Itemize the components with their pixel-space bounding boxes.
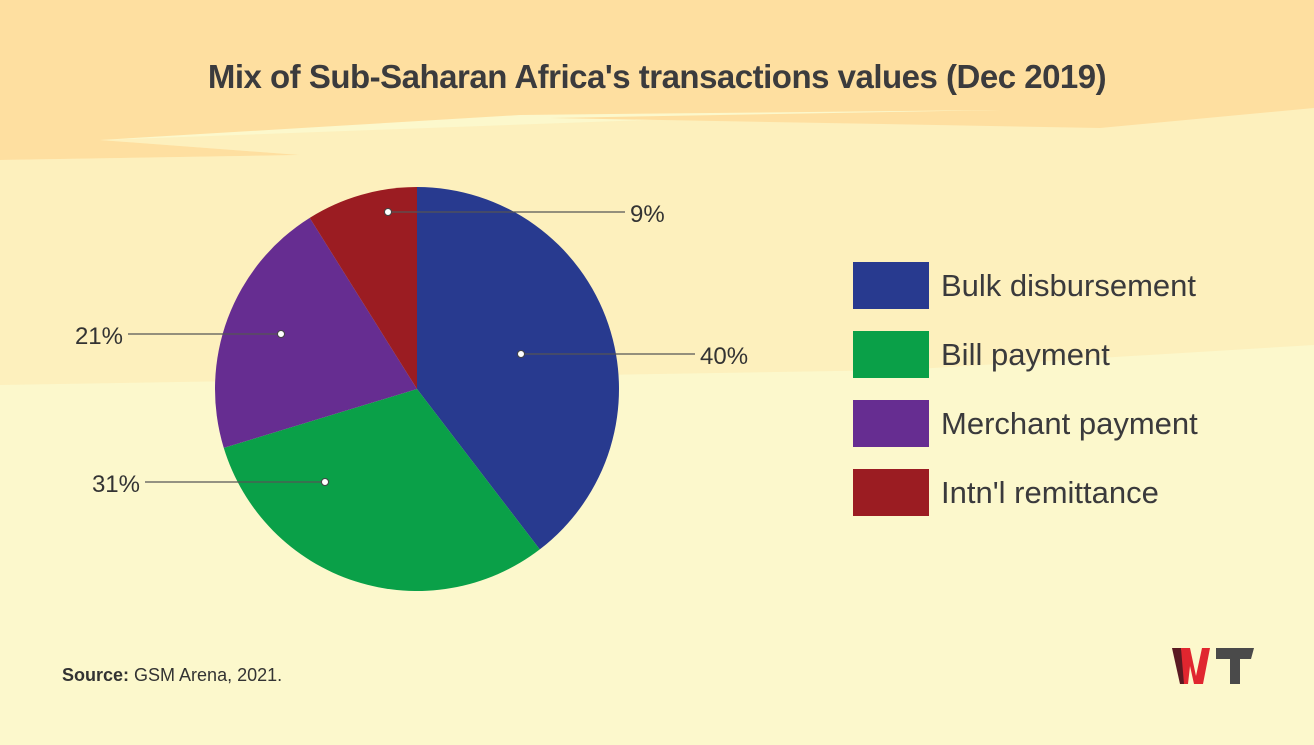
legend-label: Bulk disbursement	[941, 267, 1197, 303]
source-label: Source:	[62, 665, 130, 685]
legend-label: Intn'l remittance	[941, 474, 1159, 510]
leader-dot	[321, 478, 329, 486]
data-label: 9%	[630, 201, 665, 228]
wt-logo	[1172, 648, 1254, 684]
source-text: GSM Arena, 2021.	[129, 665, 283, 685]
legend-item: Intn'l remittance	[853, 469, 1198, 516]
leader-dot	[384, 208, 392, 216]
legend-item: Merchant payment	[853, 400, 1198, 447]
legend-swatch	[853, 469, 929, 516]
chart-title: Mix of Sub-Saharan Africa's transactions…	[207, 58, 1107, 95]
leader-dot	[277, 330, 285, 338]
legend-item: Bulk disbursement	[853, 262, 1198, 309]
legend-label: Merchant payment	[941, 405, 1198, 441]
legend: Bulk disbursement Bill payment Merchant pa…	[853, 262, 1198, 538]
pie-slice-intn-l-remittance	[309, 187, 417, 389]
pie-slice-bill-payment	[223, 389, 540, 591]
legend-swatch	[853, 262, 929, 309]
legend-swatch	[853, 400, 929, 447]
source-note: Source: GSM Arena, 2021.	[62, 665, 282, 686]
legend-item: Bill payment	[853, 331, 1198, 378]
pie-slice-bulk-disbursement	[417, 187, 619, 550]
legend-swatch	[853, 331, 929, 378]
legend-label: Bill payment	[941, 336, 1110, 372]
data-label: 40%	[700, 343, 748, 370]
data-label: 21%	[75, 323, 123, 350]
data-label: 31%	[92, 471, 140, 498]
pie-slice-merchant-payment	[214, 217, 417, 448]
leader-dot	[517, 350, 525, 358]
